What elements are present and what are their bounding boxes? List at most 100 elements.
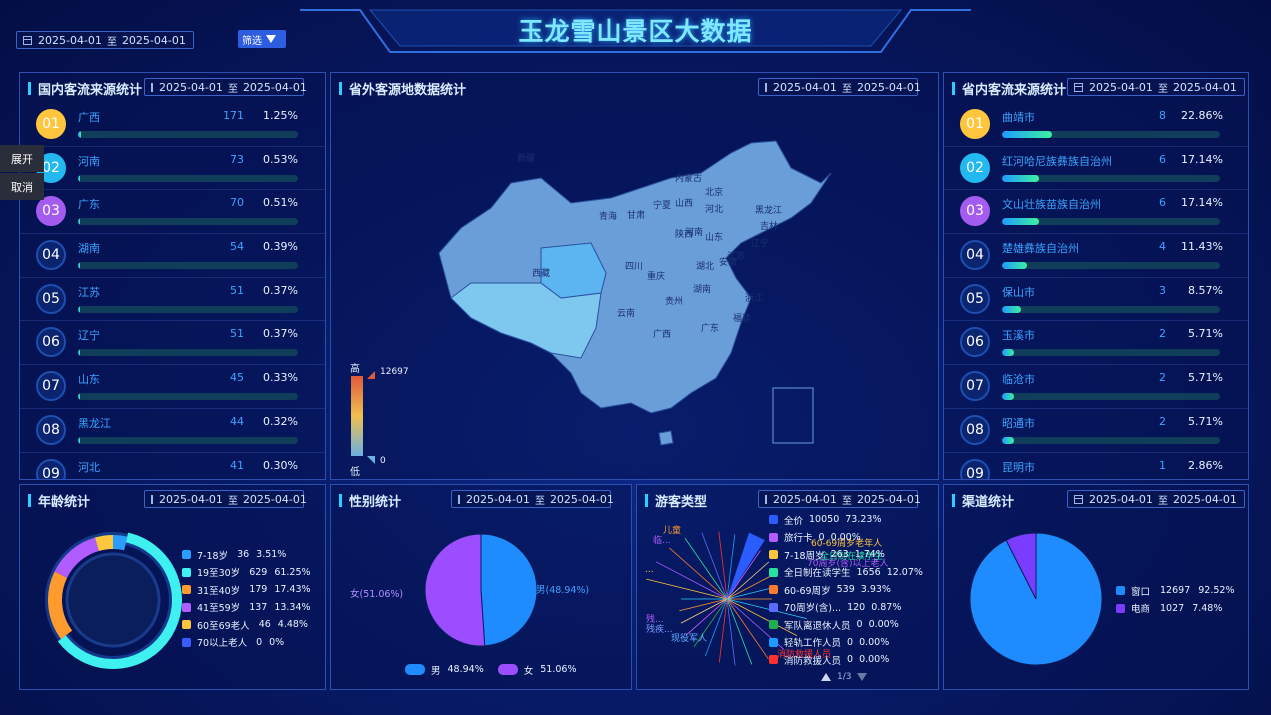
china-map[interactable] <box>431 133 841 453</box>
visitor-legend-item[interactable]: 旅行卡 0 0.00% <box>769 529 923 547</box>
gender-pie-chart[interactable] <box>423 532 539 648</box>
domestic-rank-row[interactable]: 08 黑龙江 44 0.32% <box>20 409 325 453</box>
province-rank-row[interactable]: 01 曲靖市 8 22.86% <box>944 103 1248 147</box>
domestic-rank-row[interactable]: 05 江苏 51 0.37% <box>20 278 325 322</box>
channel-pie-slice[interactable] <box>1005 532 1037 600</box>
rank-count: 6 <box>1159 196 1166 210</box>
province-rank-row[interactable]: 07 临沧市 2 5.71% <box>944 365 1248 409</box>
visitor-callout-label: 残疾... <box>646 625 673 635</box>
visitor-legend-item[interactable]: 60-69周岁 539 3.93% <box>769 581 923 599</box>
channel-pie-chart[interactable] <box>968 531 1104 667</box>
legend-swatch <box>405 664 425 676</box>
rank-percent: 0.33% <box>263 371 298 385</box>
visitor-type-rose-chart[interactable] <box>643 519 823 684</box>
domestic-rank-row[interactable]: 06 辽宁 51 0.37% <box>20 321 325 366</box>
rank-count: 70 <box>230 196 244 210</box>
age-legend-item[interactable]: 41至59岁 137 13.34% <box>182 599 311 617</box>
visitor-legend-item[interactable]: 军队离退休人员 0 0.00% <box>769 616 923 634</box>
visitor-legend-item[interactable]: 全日制在读学生 1656 12.07% <box>769 564 923 582</box>
map-province-label: 西藏 <box>532 269 551 279</box>
expand-button[interactable]: 展开 <box>0 145 44 172</box>
page-up-icon[interactable] <box>821 673 831 681</box>
domestic-rank-row[interactable]: 02 河南 73 0.53% <box>20 147 325 191</box>
map-province-label: 河南 <box>685 228 704 238</box>
province-rank-row[interactable]: 04 楚雄彝族自治州 4 11.43% <box>944 234 1248 278</box>
map-legend-handle-bottom[interactable] <box>367 456 375 464</box>
age-date-range[interactable]: 2025-04-01 至 2025-04-01 <box>144 490 307 508</box>
age-legend-item[interactable]: 7-18岁 36 3.51% <box>182 546 311 564</box>
legend-name: 全价 <box>784 515 804 527</box>
rank-number-badge: 05 <box>960 283 990 314</box>
visitor-legend-item[interactable]: 消防救援人员 0 0.00% <box>769 651 923 669</box>
province-rank-list: 01 曲靖市 8 22.86% 02 红河哈尼族彝族自治州 6 17.14% 03 文山壮族苗族自… <box>944 103 1248 479</box>
domestic-rank-row[interactable]: 04 湖南 54 0.39% <box>20 234 325 278</box>
age-donut-segment[interactable] <box>57 532 182 669</box>
rank-name: 文山壮族苗族自治州 <box>1002 198 1101 212</box>
gender-date-range[interactable]: 2025-04-01 至 2025-04-01 <box>451 490 614 508</box>
gender-pie-slice[interactable] <box>424 533 486 647</box>
visitor-legend-item[interactable]: 7-18周岁 263 1.74% <box>769 546 923 564</box>
age-legend-item[interactable]: 19至30岁 629 61.25% <box>182 564 311 582</box>
gender-legend-item[interactable]: 女 51.06% <box>497 661 577 679</box>
age-donut-segment[interactable] <box>48 571 73 640</box>
channel-date-range[interactable]: 2025-04-01 至 2025-04-01 <box>1067 490 1245 508</box>
age-legend: 7-18岁 36 3.51% 19至30岁 629 61.25% 31至40岁 179 17.4… <box>182 546 311 651</box>
legend-swatch <box>769 620 778 630</box>
gender-pie-slice[interactable] <box>480 533 538 647</box>
domestic-rank-row[interactable]: 09 河北 41 0.30% <box>20 453 325 479</box>
visitor-rose-slice[interactable] <box>727 532 765 599</box>
gender-legend-item[interactable]: 男 48.94% <box>405 661 484 679</box>
rank-name: 广西 <box>78 111 100 124</box>
rank-count: 3 <box>1159 283 1166 297</box>
channel-legend-item[interactable]: 窗口 12697 92.52% <box>1116 582 1234 600</box>
province-rank-row[interactable]: 06 玉溪市 2 5.71% <box>944 321 1248 366</box>
rank-count: 8 <box>1159 109 1166 122</box>
province-source-panel: 省内客流来源统计 2025-04-01 至 2025-04-01 01 曲靖市 8 22.… <box>943 72 1249 480</box>
province-rank-row[interactable]: 03 文山壮族苗族自治州 6 17.14% <box>944 190 1248 235</box>
rank-count: 51 <box>230 327 244 341</box>
visitor-legend-item[interactable]: 70周岁(含)... 120 0.87% <box>769 599 923 617</box>
rank-name: 河南 <box>78 154 100 168</box>
filter-button[interactable]: 筛选 <box>238 30 286 48</box>
domestic-rank-row[interactable]: 07 山东 45 0.33% <box>20 365 325 409</box>
visitor-legend-item[interactable]: 全价 10050 73.23% <box>769 511 923 529</box>
age-donut-segment[interactable] <box>112 535 128 551</box>
gender-panel: 性别统计 2025-04-01 至 2025-04-01 男(48.94%) 女(5… <box>330 484 632 690</box>
legend-name: 消防救援人员 <box>784 655 842 667</box>
province-date-range[interactable]: 2025-04-01 至 2025-04-01 <box>1067 78 1245 96</box>
legend-swatch <box>769 655 778 665</box>
global-date-range[interactable]: 2025-04-01 至 2025-04-01 <box>16 31 194 49</box>
legend-percent: 0.00% <box>830 531 861 543</box>
channel-legend-item[interactable]: 电商 1027 7.48% <box>1116 600 1234 618</box>
province-rank-row[interactable]: 09 昆明市 1 2.86% <box>944 453 1248 479</box>
age-legend-item[interactable]: 31至40岁 179 17.43% <box>182 581 311 599</box>
rank-progress-fill <box>78 349 80 357</box>
rank-name: 楚雄彝族自治州 <box>1002 242 1079 256</box>
legend-name: 电商 <box>1131 604 1151 616</box>
domestic-rank-row[interactable]: 01 广西 171 1.25% <box>20 103 325 147</box>
domestic-rank-row[interactable]: 03 广东 70 0.51% <box>20 190 325 235</box>
age-donut-chart[interactable] <box>38 525 188 675</box>
rank-progress-fill <box>1002 436 1015 444</box>
map-legend-bar[interactable] <box>351 376 363 456</box>
province-rank-row[interactable]: 02 红河哈尼族彝族自治州 6 17.14% <box>944 147 1248 191</box>
page-down-icon[interactable] <box>857 673 868 681</box>
visitor-type-legend: 全价 10050 73.23% 旅行卡 0 0.00% 7-18周岁 263 1.74% 全日制在… <box>769 511 923 669</box>
age-legend-item[interactable]: 70以上老人 0 0% <box>182 634 311 652</box>
cancel-button[interactable]: 取消 <box>0 173 44 200</box>
map-legend-handle-top[interactable] <box>367 371 375 379</box>
province-rank-row[interactable]: 08 昭通市 2 5.71% <box>944 409 1248 453</box>
legend-swatch <box>182 602 191 612</box>
age-donut-segment[interactable] <box>94 535 114 552</box>
visitor-callout-label: 临... <box>653 536 671 546</box>
map-date-range[interactable]: 2025-04-01 至 2025-04-01 <box>758 78 921 96</box>
age-legend-item[interactable]: 60至69老人 46 4.48% <box>182 616 311 634</box>
province-rank-row[interactable]: 05 保山市 3 8.57% <box>944 278 1248 322</box>
domestic-date-range[interactable]: 2025-04-01 至 2025-04-01 <box>144 78 307 96</box>
visitor-type-date-range[interactable]: 2025-04-01 至 2025-04-01 <box>758 490 921 508</box>
visitor-rose-leader <box>704 598 728 657</box>
age-donut-segment[interactable] <box>54 537 100 579</box>
age-donut-hole <box>65 552 161 648</box>
calendar-icon <box>1074 82 1083 92</box>
visitor-legend-item[interactable]: 轻轨工作人员 0 0.00% <box>769 634 923 652</box>
